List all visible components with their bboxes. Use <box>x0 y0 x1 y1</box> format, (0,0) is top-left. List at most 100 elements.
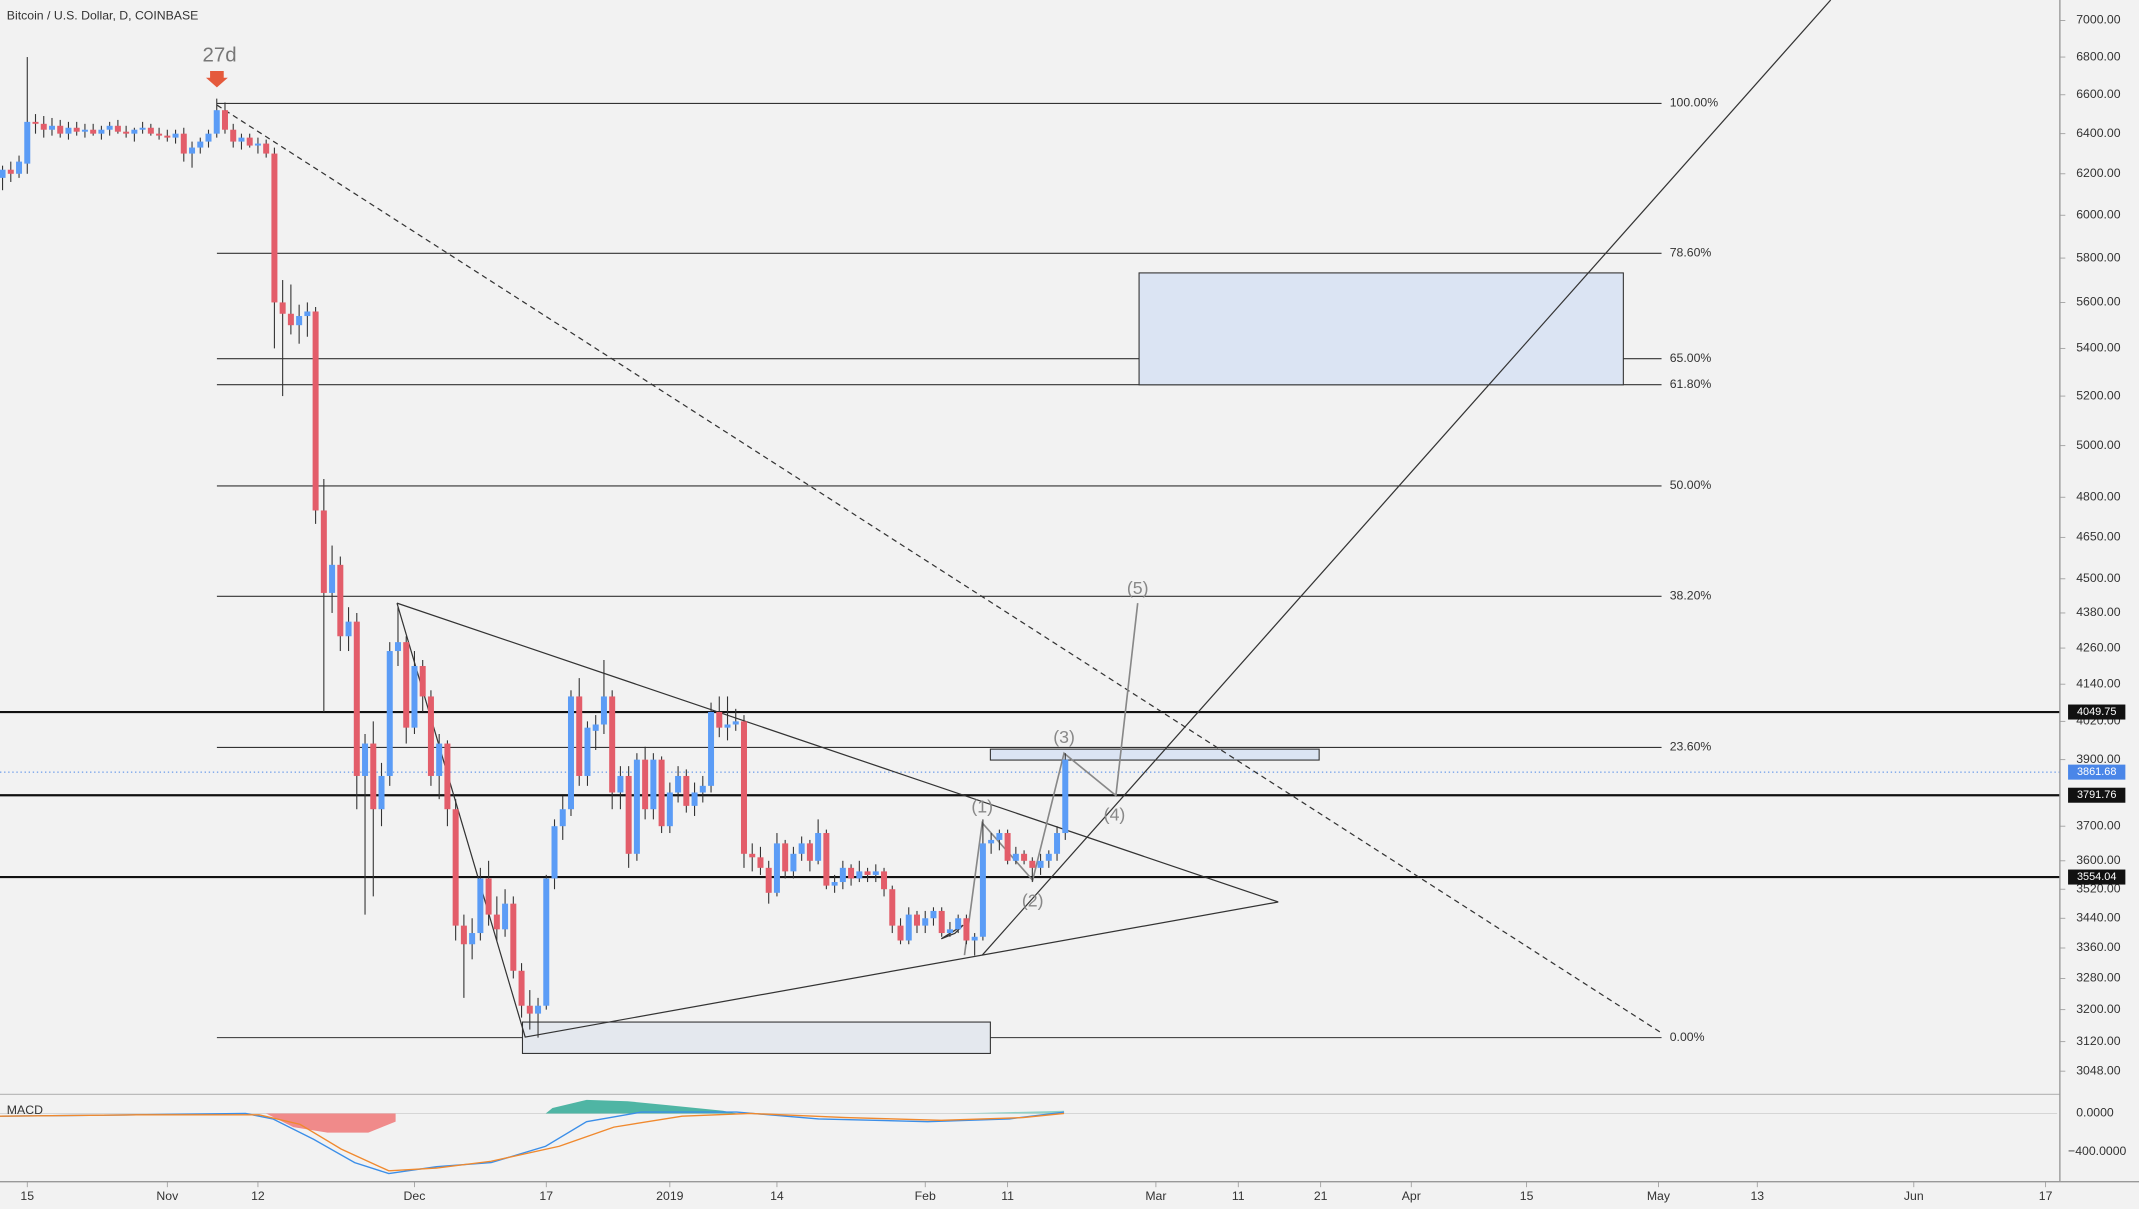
wave-label: (5) <box>1127 578 1149 598</box>
candle-body <box>329 564 336 593</box>
y-tick-label: 5000.00 <box>2076 438 2121 452</box>
price-tag <box>2068 704 2126 720</box>
candle-body <box>996 833 1003 840</box>
wave-label: (3) <box>1053 727 1075 747</box>
x-tick-label: 11 <box>1001 1189 1014 1203</box>
wave-label: (4) <box>1104 805 1126 825</box>
candle-body <box>790 853 797 872</box>
candle-body <box>7 169 14 174</box>
candle-body <box>856 871 863 879</box>
candle-body <box>1037 860 1044 868</box>
resistance-zone <box>989 748 1320 761</box>
candle-body <box>757 857 764 868</box>
price-tag-label: 3791.76 <box>2077 789 2116 801</box>
price-tag-label: 4049.75 <box>2077 706 2116 718</box>
candle-body <box>683 775 690 806</box>
macd-pane: MACD 0.0000 −400.0000 <box>0 1099 2127 1175</box>
candle-body <box>65 127 72 134</box>
y-tick-label: 6000.00 <box>2076 207 2121 221</box>
candle-body <box>279 302 286 314</box>
candle-body <box>543 878 550 1006</box>
candle-body <box>147 127 154 134</box>
candle-body <box>419 665 426 697</box>
x-tick-label: 15 <box>1520 1189 1534 1203</box>
macd-line <box>0 1111 1065 1175</box>
candle-body <box>798 843 805 854</box>
candle-body <box>320 510 327 593</box>
candle-body <box>164 135 171 138</box>
candle-body <box>230 129 237 142</box>
price-tag-label: 3861.68 <box>2077 766 2116 778</box>
candle-body <box>16 161 23 174</box>
candle-body <box>922 918 929 926</box>
candle-body <box>823 833 830 886</box>
y-tick-label: 4650.00 <box>2076 530 2121 544</box>
candle-body <box>48 125 55 130</box>
y-tick-label: 6400.00 <box>2076 126 2121 140</box>
candle-body <box>73 127 80 132</box>
candle-body <box>526 1005 533 1014</box>
fib-label: 100.00% <box>1670 96 1719 110</box>
candle-body <box>362 743 369 776</box>
candle-body <box>123 131 130 134</box>
macd-histogram <box>266 1113 396 1133</box>
candle-body <box>502 903 509 930</box>
candle-body <box>221 110 228 130</box>
candle-body <box>131 129 138 134</box>
x-tick-label: Feb <box>915 1189 936 1203</box>
candle-body <box>1029 860 1036 868</box>
candle-body <box>81 129 88 132</box>
fib-label: 50.00% <box>1670 478 1712 492</box>
candle-body <box>650 759 657 810</box>
candle-body <box>197 141 204 148</box>
x-tick-label: 14 <box>770 1189 784 1203</box>
candle-body <box>254 143 261 146</box>
x-tick-label: 21 <box>1314 1189 1328 1203</box>
candle-body <box>889 889 896 926</box>
support-zone <box>521 1021 991 1054</box>
triangle <box>396 602 1279 1038</box>
x-tick-label: Mar <box>1145 1189 1166 1203</box>
candle-body <box>1004 833 1011 861</box>
drawings-under <box>0 102 2060 1039</box>
candle-body <box>172 133 179 138</box>
candle-body <box>806 843 813 861</box>
y-tick-label: 6800.00 <box>2076 49 2121 63</box>
wave-path <box>963 603 1139 956</box>
candle-body <box>469 933 476 945</box>
candle-body <box>897 925 904 941</box>
candle-body <box>156 133 163 136</box>
candle-body <box>386 651 393 776</box>
candle-body <box>337 564 344 637</box>
candle-body <box>0 169 6 178</box>
candle-body <box>979 843 986 937</box>
candle-body <box>205 133 212 142</box>
candle-body <box>913 914 920 926</box>
candle-body <box>938 910 945 934</box>
x-tick-label: 13 <box>1750 1189 1764 1203</box>
candle-body <box>353 621 360 776</box>
candle-body <box>708 711 715 786</box>
candle-body <box>839 867 846 883</box>
wave-label: (1) <box>971 797 993 817</box>
fib-label: 0.00% <box>1670 1030 1705 1044</box>
candle-body <box>246 137 253 146</box>
candle-body <box>460 925 467 945</box>
macd-histogram <box>545 1099 737 1114</box>
candle-body <box>732 721 739 725</box>
candle-body <box>296 316 303 326</box>
candle-body <box>370 743 377 810</box>
candle-body <box>180 133 187 154</box>
y-tick-label: 3280.00 <box>2076 971 2121 985</box>
x-tick-label: Apr <box>1402 1189 1421 1203</box>
x-tick-label: 17 <box>2039 1189 2053 1203</box>
countdown-arrow <box>205 70 228 88</box>
candle-body <box>609 696 616 793</box>
candle-body <box>263 143 270 154</box>
candle-body <box>345 621 352 637</box>
macd-label: MACD <box>7 1103 43 1117</box>
candle-body <box>378 775 385 810</box>
x-tick-label: 15 <box>20 1189 34 1203</box>
y-tick-label: 3048.00 <box>2076 1063 2121 1077</box>
